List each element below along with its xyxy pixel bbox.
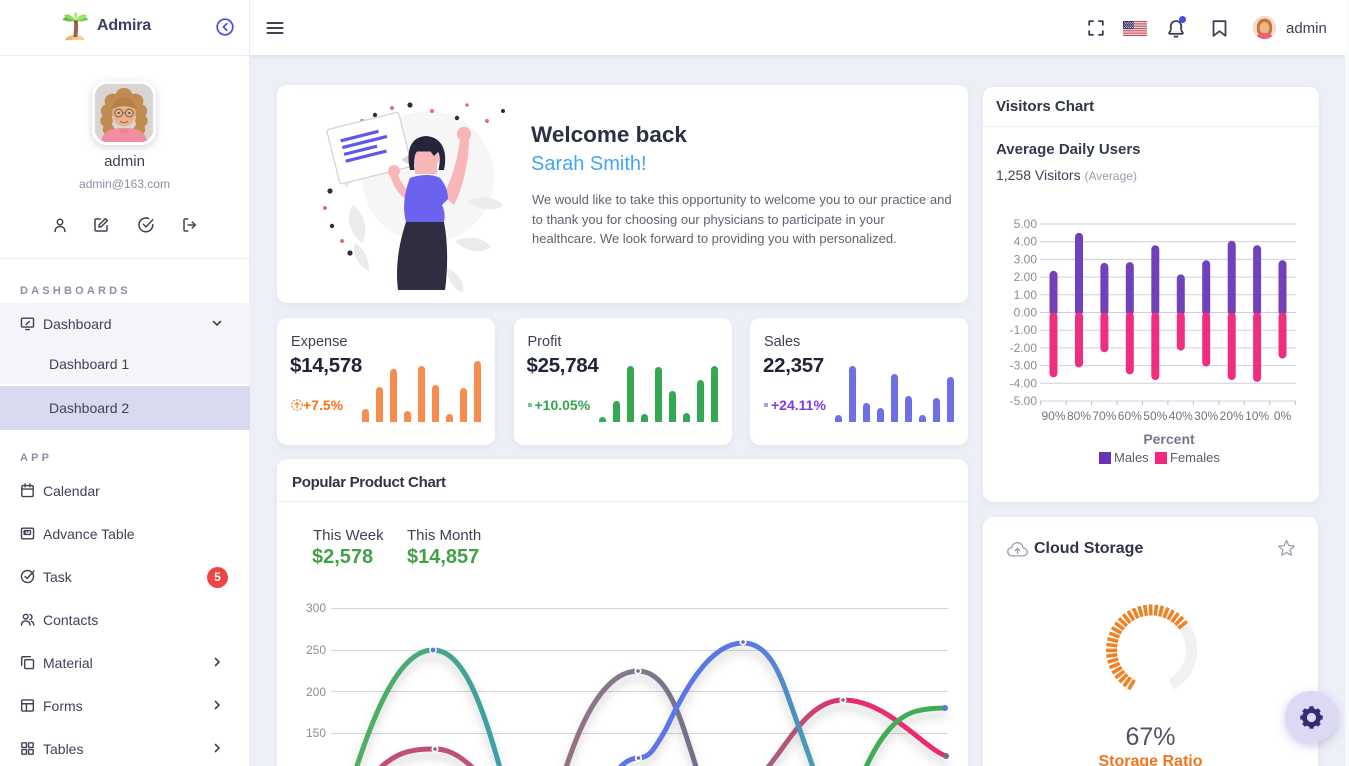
svg-text:4.00: 4.00 [1014,235,1038,249]
svg-text:50%: 50% [1143,409,1167,423]
svg-text:1.00: 1.00 [1014,288,1038,302]
svg-text:0%: 0% [1274,409,1292,423]
svg-text:-1.00: -1.00 [1010,323,1038,337]
svg-text:250: 250 [306,643,326,657]
svg-text:-4.00: -4.00 [1010,376,1038,390]
svg-text:300: 300 [306,601,326,615]
svg-text:150: 150 [306,726,326,740]
svg-text:2.00: 2.00 [1014,270,1038,284]
svg-text:-3.00: -3.00 [1010,359,1038,373]
svg-text:40%: 40% [1169,409,1193,423]
svg-text:3.00: 3.00 [1014,252,1038,266]
svg-text:5.00: 5.00 [1014,217,1038,231]
svg-text:Percent: Percent [1143,431,1195,447]
svg-text:Males: Males [1114,450,1149,465]
svg-text:Females: Females [1170,450,1220,465]
svg-text:10%: 10% [1245,409,1269,423]
svg-text:90%: 90% [1041,409,1065,423]
svg-text:60%: 60% [1118,409,1142,423]
svg-text:0.00: 0.00 [1014,306,1038,320]
svg-text:200: 200 [306,685,326,699]
svg-text:-5.00: -5.00 [1010,394,1038,408]
svg-text:30%: 30% [1194,409,1218,423]
svg-text:20%: 20% [1220,409,1244,423]
svg-text:-2.00: -2.00 [1010,341,1038,355]
svg-text:80%: 80% [1067,409,1091,423]
svg-text:70%: 70% [1092,409,1116,423]
